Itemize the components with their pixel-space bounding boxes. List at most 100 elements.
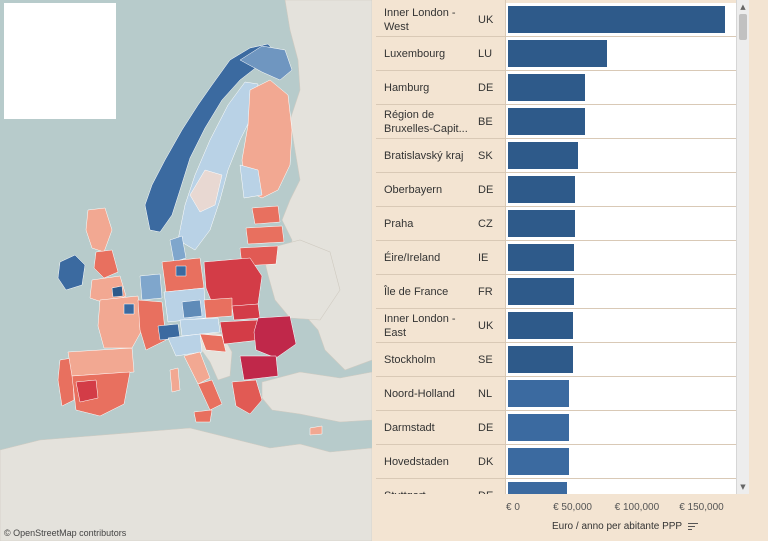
bar[interactable] bbox=[508, 312, 573, 339]
region-greece[interactable] bbox=[231, 379, 263, 415]
region-france-east[interactable] bbox=[137, 299, 167, 351]
bar[interactable] bbox=[508, 448, 569, 475]
region-romania[interactable] bbox=[253, 315, 297, 359]
bar-cell bbox=[506, 445, 736, 478]
region-label: Praha bbox=[384, 217, 414, 230]
region-finland[interactable] bbox=[241, 79, 293, 199]
bar-cell bbox=[506, 241, 736, 274]
region-label: Éire/Ireland bbox=[384, 251, 441, 264]
scroll-thumb[interactable] bbox=[739, 14, 747, 40]
bar-row[interactable]: Oberbayern DE bbox=[376, 173, 736, 207]
country-code: DE bbox=[478, 183, 494, 196]
bar[interactable] bbox=[508, 176, 575, 203]
x-tick-label: € 0 bbox=[506, 502, 520, 513]
bar-row[interactable]: Praha CZ bbox=[376, 207, 736, 241]
region-label: Stuttgart bbox=[384, 479, 476, 495]
country-code: CZ bbox=[478, 217, 493, 230]
region-norway-north[interactable] bbox=[239, 45, 293, 81]
country-code: DE bbox=[478, 479, 506, 495]
map-attribution[interactable]: © OpenStreetMap contributors bbox=[4, 528, 127, 538]
region-label: Stockholm bbox=[384, 353, 436, 366]
bar[interactable] bbox=[508, 346, 573, 373]
europe-map-canvas[interactable] bbox=[0, 0, 372, 541]
x-axis: € 0 € 50,000 € 100,000 € 150,000 Euro / ann… bbox=[506, 494, 736, 541]
region-denmark[interactable] bbox=[169, 235, 187, 263]
label-column bbox=[376, 0, 506, 494]
region-sardinia[interactable] bbox=[169, 367, 181, 393]
bar[interactable] bbox=[508, 380, 569, 407]
bar[interactable] bbox=[508, 40, 607, 67]
bar[interactable] bbox=[508, 74, 585, 101]
region-ireland[interactable] bbox=[57, 254, 86, 291]
country-code: SK bbox=[478, 149, 493, 162]
bar-cell bbox=[506, 173, 736, 206]
region-label: Bratislavský kraj bbox=[384, 149, 464, 162]
country-code: UK bbox=[478, 13, 494, 26]
region-paris[interactable] bbox=[123, 303, 135, 315]
region-france-west[interactable] bbox=[97, 295, 143, 349]
bar[interactable] bbox=[508, 414, 569, 441]
bar[interactable] bbox=[508, 6, 725, 33]
country-code: DE bbox=[478, 421, 494, 434]
bar-cell bbox=[506, 71, 736, 104]
region-germany-hamburg[interactable] bbox=[175, 265, 187, 277]
bar-row[interactable]: Inner London - West UK bbox=[376, 3, 736, 37]
region-sweden-mid[interactable] bbox=[189, 169, 223, 213]
region-bulgaria[interactable] bbox=[239, 355, 279, 381]
bar-cell bbox=[506, 309, 736, 342]
region-austria[interactable] bbox=[179, 317, 221, 337]
region-cyprus[interactable] bbox=[309, 425, 323, 436]
bar-row[interactable]: Noord-Holland NL bbox=[376, 377, 736, 411]
bar[interactable] bbox=[508, 482, 567, 494]
bar-row[interactable]: Île de France FR bbox=[376, 275, 736, 309]
region-latvia[interactable] bbox=[245, 225, 285, 245]
region-spain-east[interactable] bbox=[75, 379, 99, 403]
region-label: Noord-Holland bbox=[384, 387, 455, 400]
choropleth-map[interactable]: © OpenStreetMap contributors bbox=[0, 0, 372, 541]
bar[interactable] bbox=[508, 142, 578, 169]
bar-row[interactable]: Darmstadt DE bbox=[376, 411, 736, 445]
land-turkey bbox=[261, 371, 372, 423]
region-benelux[interactable] bbox=[139, 273, 163, 301]
scroll-up-arrow-icon[interactable]: ▲ bbox=[740, 3, 746, 11]
region-slovenia-croatia[interactable] bbox=[199, 333, 227, 353]
region-label: Oberbayern bbox=[384, 183, 443, 196]
region-czechia[interactable] bbox=[203, 297, 233, 319]
region-germany-bavaria[interactable] bbox=[181, 299, 203, 319]
bar-row[interactable]: Hamburg DE bbox=[376, 71, 736, 105]
country-code: DK bbox=[478, 455, 494, 468]
bar-cell bbox=[506, 479, 736, 494]
region-scotland[interactable] bbox=[85, 207, 113, 253]
region-italy-north[interactable] bbox=[167, 333, 203, 357]
bar[interactable] bbox=[508, 278, 574, 305]
bar[interactable] bbox=[508, 210, 575, 237]
sort-icon[interactable] bbox=[688, 522, 699, 531]
bar-chart-rows-viewport[interactable]: Inner London - West UK Luxembourg LU Hamburg… bbox=[376, 0, 736, 494]
bar-cell bbox=[506, 411, 736, 444]
bar-row[interactable]: Bratislavský kraj SK bbox=[376, 139, 736, 173]
region-italy-centre[interactable] bbox=[183, 351, 211, 385]
bar-row[interactable]: Luxembourg LU bbox=[376, 37, 736, 71]
scroll-down-arrow-icon[interactable]: ▼ bbox=[740, 483, 746, 491]
bar-row[interactable]: Stockholm SE bbox=[376, 343, 736, 377]
vertical-scrollbar[interactable]: ▲ ▼ bbox=[736, 0, 749, 494]
region-sicily[interactable] bbox=[193, 409, 213, 423]
region-estonia[interactable] bbox=[251, 205, 281, 225]
bar-row[interactable]: Région de Bruxelles-Capit... BE bbox=[376, 105, 736, 139]
bar-row[interactable]: Inner London - East UK bbox=[376, 309, 736, 343]
bar[interactable] bbox=[508, 244, 574, 271]
region-london[interactable] bbox=[111, 285, 124, 298]
bar-row[interactable]: Hovedstaden DK bbox=[376, 445, 736, 479]
region-spain-north[interactable] bbox=[67, 347, 135, 377]
land-africa bbox=[0, 427, 372, 541]
bar[interactable] bbox=[508, 108, 585, 135]
region-label: Luxembourg bbox=[384, 47, 446, 60]
land-ukraine bbox=[261, 239, 341, 321]
region-england-north[interactable] bbox=[93, 249, 119, 279]
region-slovakia[interactable] bbox=[231, 303, 261, 321]
region-finland-south[interactable] bbox=[239, 164, 263, 199]
region-italy-south[interactable] bbox=[197, 379, 223, 411]
region-label: Inner London - West bbox=[384, 6, 456, 33]
bar-row[interactable]: StuttgartDE bbox=[376, 479, 736, 494]
bar-row[interactable]: Éire/Ireland IE bbox=[376, 241, 736, 275]
